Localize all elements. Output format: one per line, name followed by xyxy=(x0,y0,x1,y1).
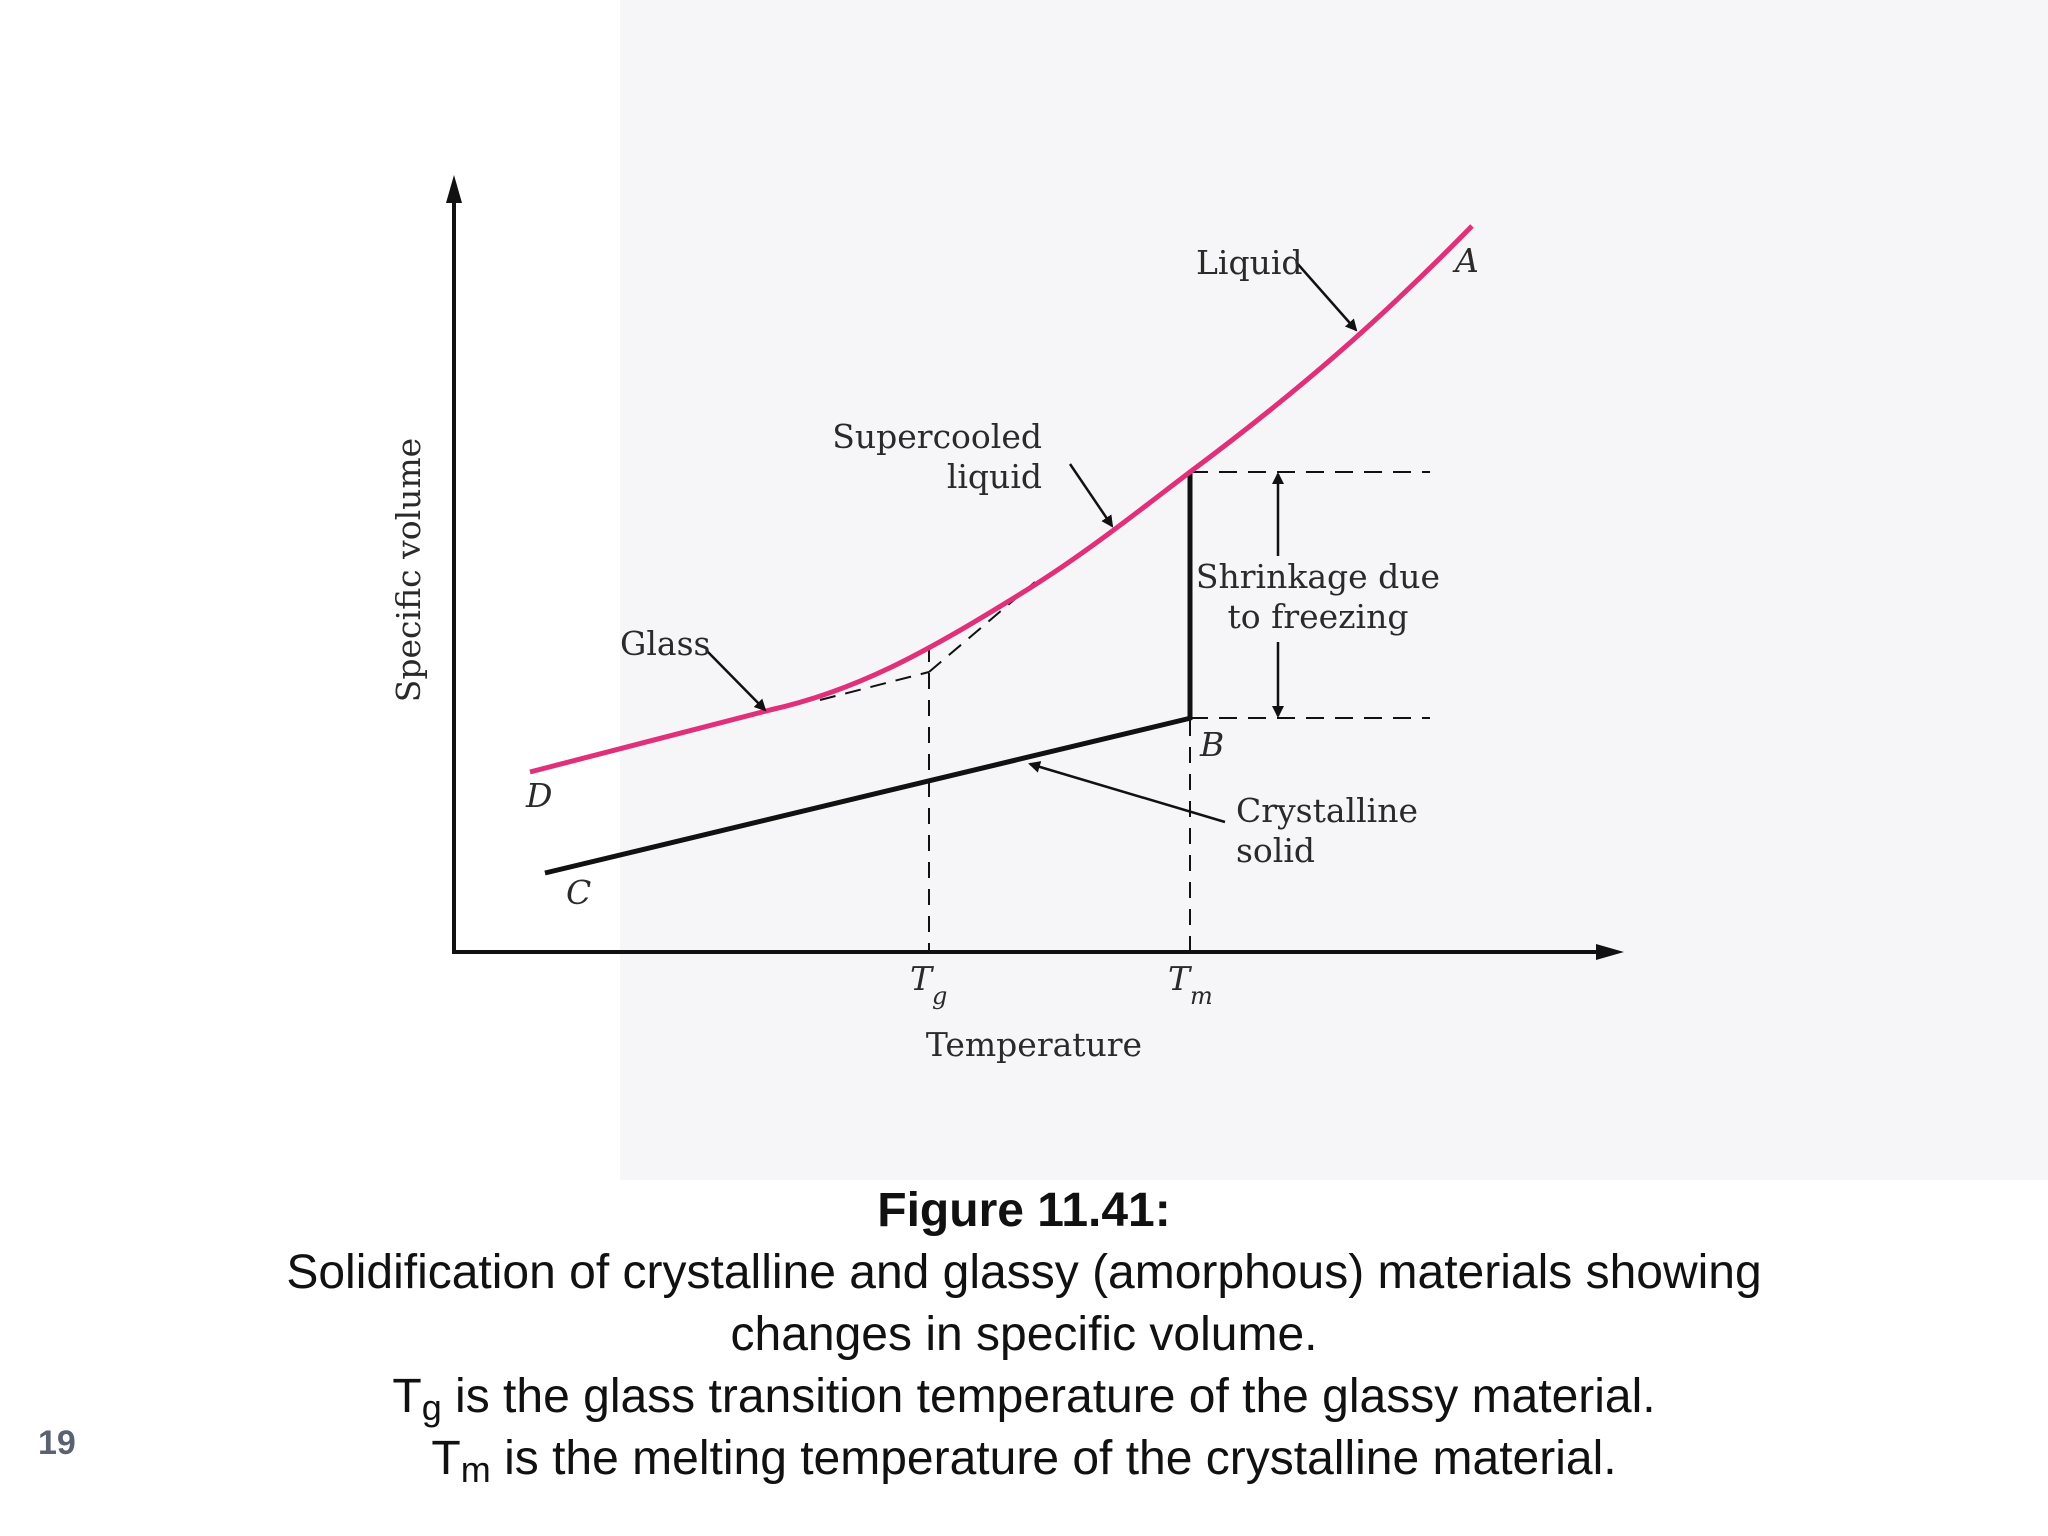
glass-extrapolation-dashed xyxy=(819,671,930,701)
glass-label: Glass xyxy=(620,624,710,663)
crystalline-label-line1: Crystalline xyxy=(1236,791,1418,830)
tg-subscript: g xyxy=(421,1387,442,1428)
x-axis-label: Temperature xyxy=(926,1025,1142,1064)
tm-description: is the melting temperature of the crysta… xyxy=(490,1432,1617,1485)
tick-tg-label: Tg xyxy=(910,959,947,1010)
point-d-label: D xyxy=(525,776,552,815)
shrinkage-label-line1: Shrinkage due xyxy=(1196,557,1440,596)
x-axis-arrow xyxy=(1596,944,1624,960)
crystalline-pointer-arrow xyxy=(1028,761,1226,824)
y-axis-arrow xyxy=(446,175,462,203)
glass-liquid-curve xyxy=(529,224,1474,775)
liquid-label: Liquid xyxy=(1196,243,1303,282)
figure-caption-line4: Tm is the melting temperature of the cry… xyxy=(0,1428,2048,1493)
tm-subscript: m xyxy=(460,1449,491,1490)
shrinkage-label-line2: to freezing xyxy=(1228,597,1409,636)
supercooled-pointer-arrow xyxy=(1068,463,1114,528)
point-a-label: A xyxy=(1452,241,1479,280)
figure-background xyxy=(620,0,2048,1180)
supercooled-label-line2: liquid xyxy=(947,457,1042,496)
figure-caption-line1: Solidification of crystalline and glassy… xyxy=(286,1246,1762,1299)
crystalline-label-line2: solid xyxy=(1236,831,1315,870)
tg-symbol: T xyxy=(392,1370,422,1423)
crystalline-solid-line xyxy=(544,715,1192,876)
tm-symbol: T xyxy=(431,1432,461,1485)
supercooled-label-line1: Supercooled xyxy=(832,417,1042,456)
y-axis-label: Specific volume xyxy=(389,438,428,702)
page-number: 19 xyxy=(38,1424,76,1462)
tg-description: is the glass transition temperature of t… xyxy=(441,1370,1656,1423)
figure-caption-line3: Tg is the glass transition temperature o… xyxy=(0,1366,2048,1431)
glass-pointer-arrow xyxy=(705,649,767,712)
figure-caption-line2: changes in specific volume. xyxy=(730,1308,1318,1361)
liquid-pointer-arrow xyxy=(1295,261,1358,332)
point-b-label: B xyxy=(1199,725,1224,764)
point-c-label: C xyxy=(566,873,591,912)
phase-diagram: Specific volume Temperature Tg Tm A B C … xyxy=(389,175,1624,1064)
figure-caption-title: Figure 11.41: xyxy=(877,1184,1171,1237)
tick-tm-label: Tm xyxy=(1168,959,1213,1010)
